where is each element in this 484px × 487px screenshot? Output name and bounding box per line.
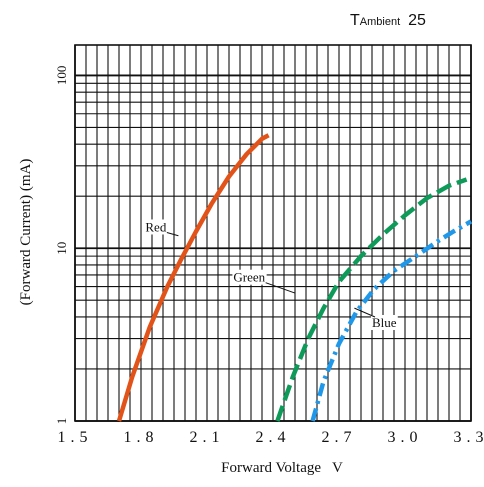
x-tick-label: 1.8 [124, 429, 159, 446]
x-tick-label: 3.0 [388, 429, 423, 446]
y-axis-label: (Forward Current) (mA) [18, 159, 34, 306]
series-annotation-label: Red [145, 219, 166, 234]
y-tick-label: 10 [54, 242, 69, 255]
x-tick-label: 2.4 [256, 429, 291, 446]
y-tick-label: 1 [54, 418, 69, 425]
x-tick-label: 1.5 [58, 429, 93, 446]
x-tick-label: 2.1 [190, 429, 225, 446]
series-annotation-label: Green [233, 270, 265, 285]
x-axis-label: Forward Voltage V [221, 460, 343, 476]
y-tick-label: 100 [54, 66, 69, 86]
corner-label-sub: Ambient [360, 16, 400, 28]
series-annotation-label: Blue [372, 315, 397, 330]
x-tick-label: 2.7 [322, 429, 357, 446]
corner-label-value: 25 [408, 12, 426, 29]
x-tick-label: 3.3 [454, 429, 484, 446]
annotation-leader-line [266, 283, 295, 293]
corner-label-main: T [350, 12, 360, 29]
annotation-leader-line [167, 232, 179, 235]
corner-label: TAmbient 25 [350, 12, 426, 29]
